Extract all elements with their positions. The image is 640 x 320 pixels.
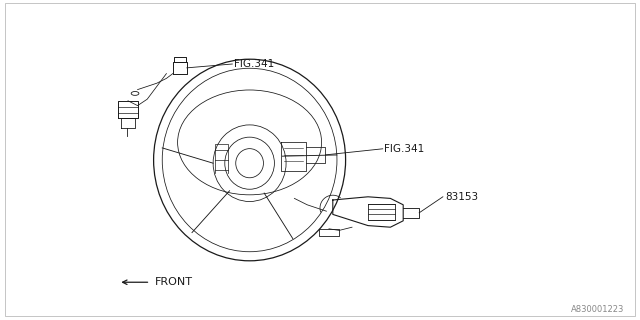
Text: 83153: 83153 bbox=[445, 192, 478, 202]
Text: FRONT: FRONT bbox=[155, 277, 193, 287]
Text: A830001223: A830001223 bbox=[571, 305, 624, 314]
Text: FIG.341: FIG.341 bbox=[384, 144, 424, 154]
Text: FIG.341: FIG.341 bbox=[234, 59, 274, 69]
